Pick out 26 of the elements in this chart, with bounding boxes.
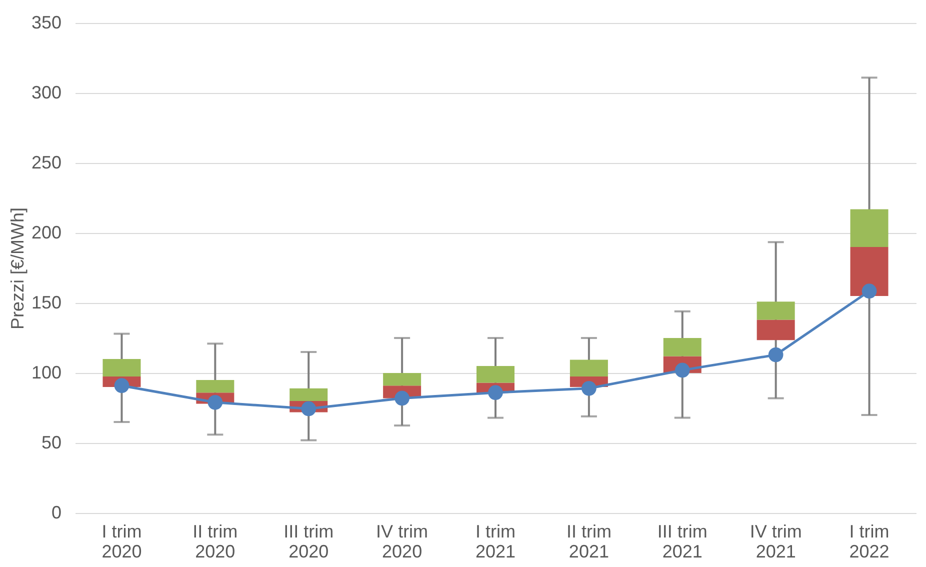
y-axis-title: Prezzi [€/MWh] (7, 207, 28, 330)
x-tick-label: II trim 2020 (192, 522, 238, 562)
y-tick-label: 250 (31, 152, 62, 172)
point (114, 378, 130, 393)
x-tick-label: I trim 2021 (475, 522, 516, 562)
point (768, 347, 784, 362)
y-tick-label: 150 (31, 292, 62, 312)
x-tick-label: IV trim 2020 (376, 522, 428, 562)
y-tick-label: 50 (41, 432, 62, 452)
x-tick-label: III trim 2020 (284, 522, 334, 562)
point (488, 385, 503, 400)
x-tick-label: III trim 2021 (657, 522, 708, 562)
point (582, 381, 596, 396)
y-tick-label: 0 (51, 502, 62, 522)
x-tick-label: I trim 2020 (102, 522, 142, 562)
x-tick-label: II trim 2021 (566, 522, 612, 562)
y-tick-label: 300 (31, 82, 62, 102)
y-tick-label: 200 (31, 222, 62, 242)
point (301, 401, 316, 416)
x-tick-label: IV trim 2021 (750, 522, 802, 562)
point (862, 284, 877, 298)
y-tick-label: 350 (31, 12, 62, 32)
x-tick-label: I trim 2022 (849, 522, 890, 562)
point (394, 390, 410, 406)
point (208, 395, 223, 410)
y-tick-label: 100 (31, 362, 62, 382)
